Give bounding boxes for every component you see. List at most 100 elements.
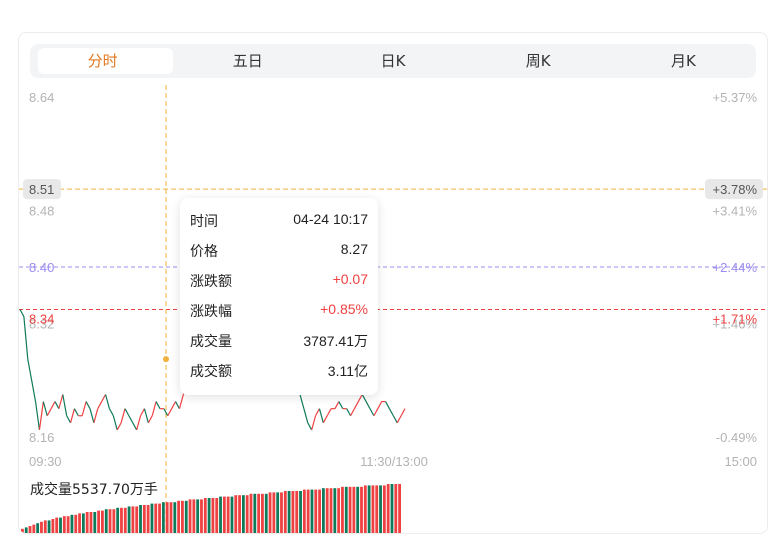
- price-line-segment: [132, 422, 138, 431]
- volume-bar: [276, 492, 280, 533]
- volume-bar: [257, 493, 261, 533]
- tab-weekly-k[interactable]: 周K: [466, 44, 611, 78]
- volume-bar: [123, 507, 127, 533]
- price-line-segment: [322, 415, 328, 424]
- volume-bar: [344, 486, 348, 533]
- price-line-segment: [167, 408, 173, 417]
- price-line-segment: [19, 309, 25, 317]
- volume-bar: [272, 492, 276, 533]
- volume-bar: [386, 484, 390, 533]
- tooltip-row-price: 价格 8.27: [190, 241, 368, 261]
- volume-bar: [268, 492, 272, 533]
- volume-bar: [348, 486, 352, 533]
- volume-bar: [382, 485, 386, 533]
- price-line-segment: [171, 401, 177, 409]
- tab-intraday-label: 分时: [87, 52, 118, 70]
- price-line-segment: [155, 401, 161, 409]
- volume-bar: [215, 498, 219, 533]
- price-line-segment: [85, 401, 91, 409]
- volume-bar: [341, 486, 344, 533]
- price-line-segment: [124, 408, 130, 417]
- tab-daily-k[interactable]: 日K: [320, 44, 465, 78]
- price-line-segment: [311, 415, 317, 431]
- price-line-segment: [108, 408, 114, 417]
- price-line-segment: [38, 401, 44, 430]
- volume-bar: [398, 484, 401, 533]
- price-line-segment: [69, 408, 76, 423]
- price-line-segment: [385, 401, 390, 409]
- volume-bar: [299, 491, 302, 533]
- price-line-segment: [120, 408, 126, 423]
- price-line-segment: [58, 394, 64, 409]
- volume-bar: [196, 499, 200, 533]
- volume-bar: [66, 516, 70, 533]
- volume-bar: [74, 514, 78, 533]
- pct-tick-label: +5.37%: [713, 90, 758, 105]
- tooltip-value: 04-24 10:17: [293, 211, 368, 227]
- tooltip-row-change: 涨跌额 +0.07: [190, 271, 368, 291]
- price-line-segment: [334, 401, 340, 409]
- volume-bar: [101, 510, 104, 533]
- volume-bar: [188, 499, 192, 533]
- pct-tick-label: +1.46%: [713, 317, 758, 332]
- volume-bar: [154, 503, 158, 533]
- volume-bar: [261, 493, 264, 533]
- price-line-segment: [62, 394, 68, 416]
- volume-bar: [89, 512, 93, 533]
- avg-pct-label: +2.44%: [713, 260, 758, 275]
- volume-bar: [390, 484, 394, 533]
- pct-tick-label: +3.41%: [713, 203, 758, 218]
- price-line-segment: [353, 401, 359, 409]
- price-line-segment: [365, 401, 371, 409]
- volume-bar: [21, 528, 24, 533]
- volume-bar: [287, 491, 291, 533]
- price-line-segment: [50, 401, 56, 409]
- intraday-chart[interactable]: 8.64 +5.37% 8.48 +3.41% 8.32 +1.46% 8.16 -0.49%…: [19, 33, 767, 533]
- volume-bar: [24, 527, 28, 533]
- price-line-segment: [315, 408, 320, 417]
- tooltip-label: 涨跌幅: [190, 304, 232, 320]
- volume-bar: [47, 520, 51, 533]
- time-label-open: 09:30: [29, 454, 62, 469]
- tab-monthly-k[interactable]: 月K: [611, 44, 756, 78]
- tab-intraday[interactable]: 分时: [30, 44, 175, 78]
- volume-bar: [43, 520, 47, 533]
- volume-bar: [112, 509, 116, 533]
- volume-bar: [55, 517, 59, 533]
- price-line-segment: [97, 401, 103, 409]
- volume-bar: [104, 509, 108, 533]
- price-line-segment: [396, 415, 402, 424]
- tooltip-value: +0.07: [332, 271, 368, 287]
- tooltip-value: 3.11亿: [327, 363, 368, 379]
- volume-bar: [318, 489, 321, 533]
- volume-bar: [116, 507, 120, 533]
- price-line-segment: [34, 401, 41, 430]
- price-line-segment: [66, 415, 72, 424]
- volume-bar: [234, 495, 238, 533]
- tooltip-label: 时间: [190, 214, 218, 230]
- tooltip-row-volume: 成交量 3787.41万: [190, 331, 368, 351]
- last-price-label: 8.34: [29, 312, 54, 327]
- tooltip-row-turnover: 成交额 3.11亿: [190, 361, 368, 381]
- volume-bar: [78, 513, 81, 533]
- price-line-segment: [143, 408, 149, 423]
- volume-bar: [70, 514, 74, 533]
- volume-bar: [241, 495, 245, 533]
- volume-bar: [85, 512, 89, 533]
- volume-bar: [306, 489, 310, 533]
- avg-price-label: 8.40: [29, 260, 54, 275]
- volume-bar: [192, 499, 196, 533]
- volume-bar: [40, 521, 43, 533]
- volume-bar: [222, 496, 226, 533]
- volume-bar: [302, 489, 306, 533]
- price-tick-label: 8.64: [29, 90, 54, 105]
- volume-bar: [363, 485, 367, 533]
- price-line-segment: [175, 401, 180, 409]
- price-line-segment: [54, 401, 60, 409]
- crosshair-tooltip: 时间 04-24 10:17 价格 8.27 涨跌额 +0.07 涨跌幅 +0.…: [180, 198, 378, 395]
- volume-bar: [135, 506, 139, 533]
- price-line-segment: [178, 394, 184, 409]
- tooltip-value: 8.27: [340, 241, 368, 257]
- price-line-segment: [116, 422, 122, 431]
- tab-five-day[interactable]: 五日: [175, 44, 320, 78]
